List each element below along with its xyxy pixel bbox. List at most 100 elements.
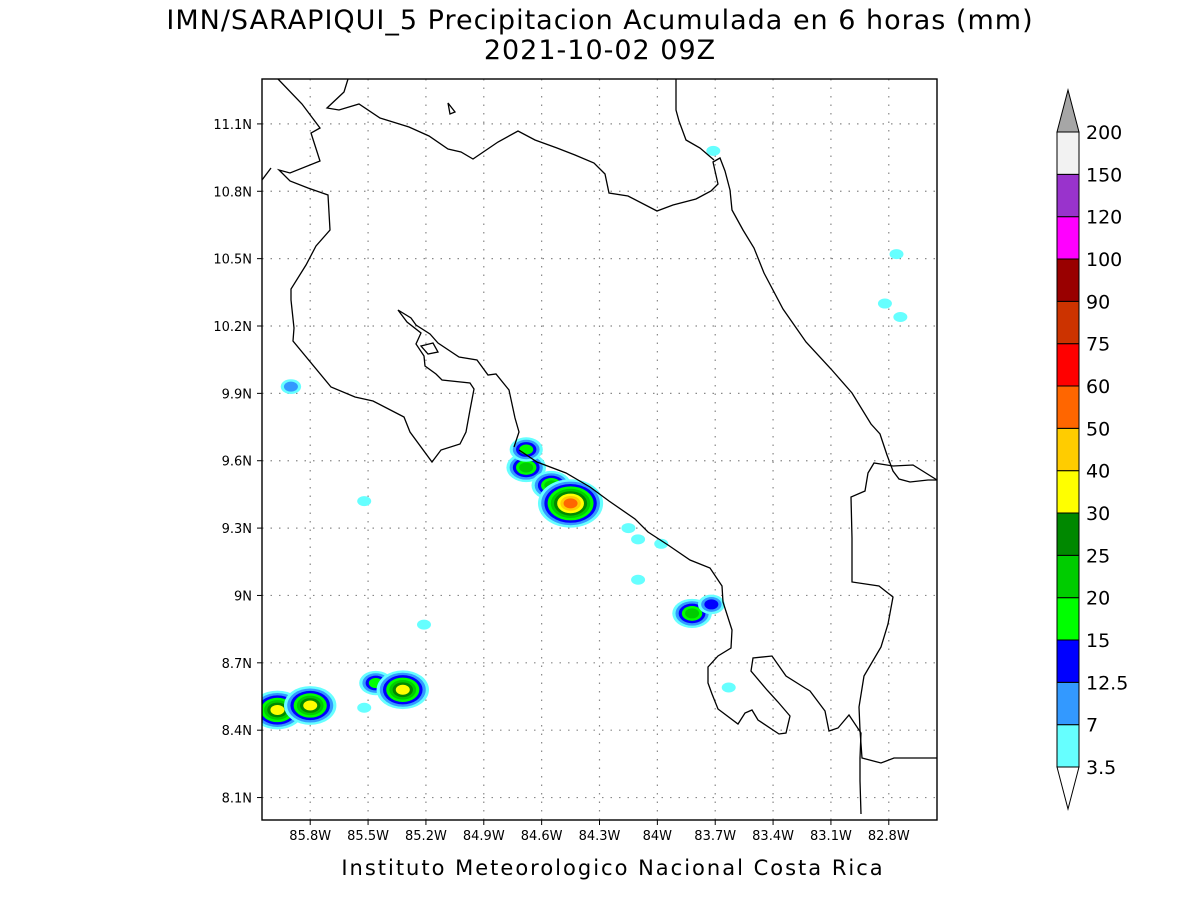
colorbar-segment xyxy=(1056,724,1080,768)
colorbar-segment xyxy=(1056,554,1080,599)
lon-tick-label: 84.3W xyxy=(579,829,621,844)
precip-cell xyxy=(376,670,429,710)
precip-cell xyxy=(357,496,372,507)
coastline-south xyxy=(518,449,862,815)
precip-contour xyxy=(621,523,636,534)
precip-contour xyxy=(877,298,892,309)
precip-contour xyxy=(893,312,908,323)
colorbar-segment xyxy=(1056,216,1080,260)
precip-cell xyxy=(631,534,646,545)
colorbar-label: 3.5 xyxy=(1086,757,1116,779)
map-subtitle-date: 2021-10-02 09Z xyxy=(483,35,717,66)
colorbar-label: 50 xyxy=(1086,418,1110,440)
coastline-north-bay xyxy=(675,79,715,161)
precip-cell xyxy=(417,619,431,630)
lon-tick-label: 84W xyxy=(643,829,673,844)
colorbar-segment xyxy=(1056,385,1080,429)
map-grid xyxy=(262,79,937,820)
lat-tick-label: 11.1N xyxy=(213,118,252,133)
precip-contour xyxy=(563,498,578,509)
lat-tick-label: 8.4N xyxy=(222,724,252,739)
colorbar-segment xyxy=(1056,131,1080,175)
lon-tick-label: 85.8W xyxy=(289,829,331,844)
precip-cell xyxy=(893,312,908,323)
colorbar-segment xyxy=(1056,300,1080,345)
colorbar-label: 120 xyxy=(1086,207,1122,229)
lat-tick-label: 10.2N xyxy=(213,320,252,335)
precip-contour xyxy=(303,700,318,711)
precip-cell xyxy=(721,682,736,693)
colorbar-label: 150 xyxy=(1086,164,1122,186)
precip-contour xyxy=(721,682,736,693)
precip-cell xyxy=(284,686,337,725)
coastline-gulf-island xyxy=(419,342,440,355)
colorbar-segment xyxy=(1056,427,1080,472)
colorbar-segment xyxy=(1056,258,1080,302)
precip-contour xyxy=(654,538,669,549)
lon-tick-label: 83.1W xyxy=(810,829,852,844)
lat-tick-label: 9.6N xyxy=(222,455,252,470)
colorbar-label: 25 xyxy=(1086,545,1110,567)
lon-tick-label: 84.6W xyxy=(521,829,563,844)
lon-tick-label: 85.5W xyxy=(347,829,389,844)
precip-contour xyxy=(631,574,646,585)
colorbar: 3.5 7 12.5 15 20 25 30 40 50 60 75 90 100 120 150 200 xyxy=(1056,88,1128,811)
lat-tick-label: 8.7N xyxy=(222,657,252,672)
colorbar-label: 40 xyxy=(1086,461,1110,483)
colorbar-label: 12.5 xyxy=(1086,672,1128,694)
precip-cell xyxy=(506,452,547,483)
precip-cell xyxy=(357,702,372,713)
colorbar-segment xyxy=(1056,681,1080,726)
colorbar-segment xyxy=(1056,343,1080,387)
precip-contour xyxy=(685,608,700,619)
colorbar-label: 75 xyxy=(1086,334,1110,356)
lat-tick-label: 9.3N xyxy=(222,522,252,537)
precip-contour xyxy=(283,381,298,392)
precip-cell xyxy=(280,379,302,395)
lon-tick-label: 84.9W xyxy=(463,829,505,844)
precip-contour xyxy=(357,702,372,713)
precip-cell xyxy=(631,574,646,585)
coastline xyxy=(262,79,937,815)
colorbar-label: 100 xyxy=(1086,249,1122,271)
lat-tick-label: 9.9N xyxy=(222,387,252,402)
lon-tick-label: 83.7W xyxy=(694,829,736,844)
precip-cell xyxy=(877,298,892,309)
precip-contour xyxy=(889,249,904,260)
precip-cell xyxy=(537,479,604,528)
colorbar-segment xyxy=(1056,639,1080,683)
coastline-north xyxy=(276,79,520,464)
precip-cell xyxy=(706,145,721,156)
precip-contour xyxy=(519,444,534,455)
colorbar-max-arrow xyxy=(1056,88,1080,133)
axis-labels: 85.8W 85.5W 85.2W 84.9W 84.6W 84.3W 84W 83.7W 83… xyxy=(213,118,909,844)
colorbar-label: 15 xyxy=(1086,630,1110,652)
lat-tick-label: 10.5N xyxy=(213,253,252,268)
coastline-caribbean xyxy=(325,79,937,483)
coastline-lake-nicaragua-shore xyxy=(262,167,272,181)
colorbar-min-arrow xyxy=(1056,766,1080,811)
colorbar-label: 200 xyxy=(1086,122,1122,144)
border-panama xyxy=(850,462,937,764)
precip-cell xyxy=(654,538,669,549)
precip-cell xyxy=(509,437,543,462)
colorbar-label: 7 xyxy=(1086,715,1098,737)
colorbar-segment xyxy=(1056,470,1080,514)
colorbar-label: 60 xyxy=(1086,376,1110,398)
colorbar-segment xyxy=(1056,173,1080,218)
precipitation-field xyxy=(262,145,908,730)
precip-cell xyxy=(621,523,636,534)
footer-credit: Instituto Meteorologico Nacional Costa R… xyxy=(341,856,885,880)
precip-contour xyxy=(395,684,410,695)
lon-tick-label: 82.8W xyxy=(868,829,910,844)
precip-contour xyxy=(706,145,721,156)
colorbar-segment xyxy=(1056,597,1080,641)
coastline-lake-islet xyxy=(447,102,457,115)
colorbar-label: 20 xyxy=(1086,588,1110,610)
map-title: IMN/SARAPIQUI_5 Precipitacion Acumulada … xyxy=(166,5,1034,36)
colorbar-label: 90 xyxy=(1086,291,1110,313)
lat-tick-label: 9N xyxy=(234,589,252,604)
precip-cell xyxy=(889,249,904,260)
lat-tick-label: 10.8N xyxy=(213,185,252,200)
